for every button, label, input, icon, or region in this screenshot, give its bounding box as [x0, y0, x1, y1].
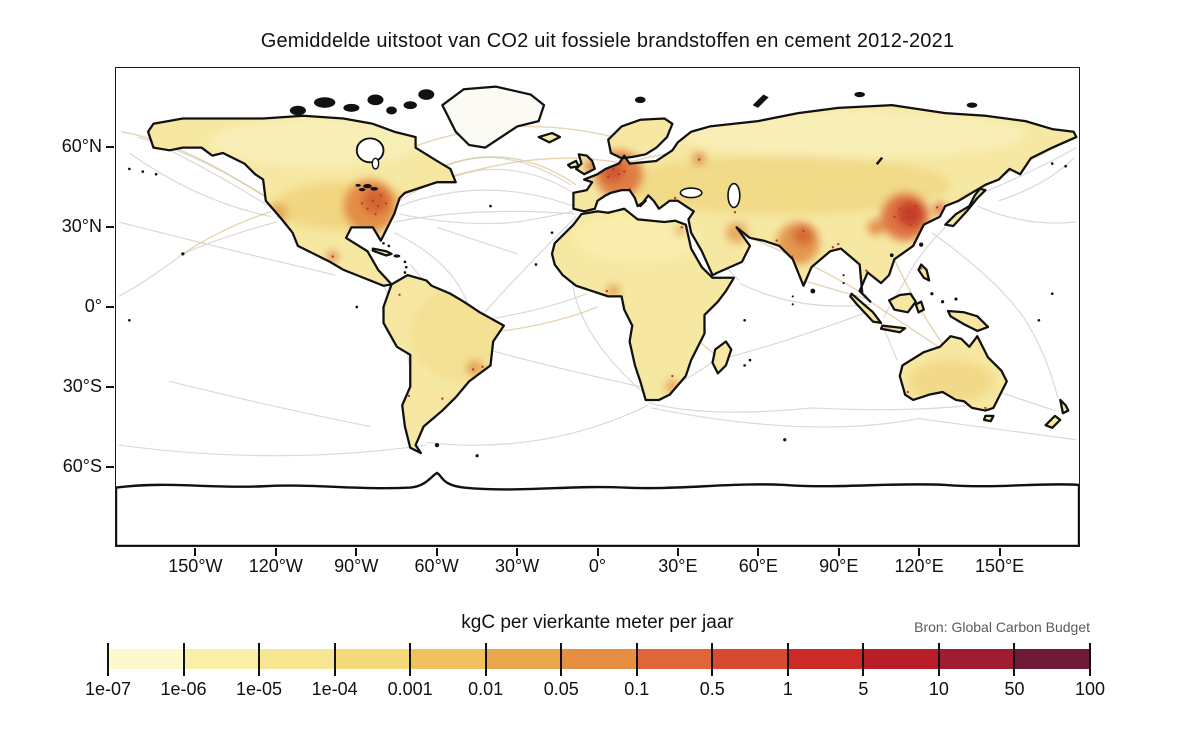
lon-tickmark: [998, 548, 1001, 556]
new-zealand-south: [1045, 415, 1061, 428]
colorbar-segment: [863, 649, 940, 669]
colorbar-segment: [787, 649, 864, 669]
colorbar-tick-label: 1e-06: [160, 679, 207, 699]
map-plot-area: [115, 67, 1080, 547]
colorbar-tickmark: [711, 643, 714, 676]
colorbar-tick-label: 1e-07: [84, 679, 132, 699]
lat-tick-label: 30°S: [62, 376, 102, 396]
lon-tickmark: [435, 548, 438, 556]
colorbar-segment: [183, 649, 260, 669]
lon-tickmark: [757, 548, 760, 556]
colorbar-segment: [1014, 649, 1091, 669]
colorbar-tickmark: [1013, 643, 1016, 676]
colorbar-tickmark: [409, 643, 412, 676]
colorbar-tickmark: [786, 643, 789, 676]
madagascar: [712, 341, 732, 374]
lon-tick-label: 60°W: [414, 556, 459, 576]
lon-tick-label: 120°E: [894, 556, 944, 576]
sumatra: [850, 293, 882, 323]
colorbar-tickmark: [107, 643, 109, 676]
emission-hotspots: [209, 110, 1026, 410]
colorbar-tickmark: [635, 643, 638, 676]
colorbar-tickmark: [937, 643, 940, 676]
lon-tickmark: [516, 548, 519, 556]
lakes-and-seas: [355, 137, 741, 209]
lon-tick-label: 120°W: [248, 556, 303, 576]
japan: [945, 188, 986, 227]
colorbar-tick-label: 1e-04: [311, 679, 358, 699]
colorbar-segment: [334, 649, 411, 669]
colorbar-segment: [410, 649, 487, 669]
lon-tickmark: [274, 548, 277, 556]
lon-tick-label: 60°E: [738, 556, 778, 576]
lon-tick-label: 90°E: [819, 556, 859, 576]
colorbar-tick-label: 0.05: [543, 679, 579, 699]
scandinavia: [608, 118, 673, 159]
colorbar-tick-label: 0.5: [699, 679, 725, 699]
colorbar-segment: [259, 649, 336, 669]
lat-tickmark: [106, 466, 114, 468]
lat-tickmark: [106, 306, 114, 308]
colorbar-segment: [561, 649, 638, 669]
colorbar-tickmark: [182, 643, 185, 676]
colorbar-tick-label: 0.1: [624, 679, 650, 699]
colorbar-tick-label: 1: [782, 679, 793, 699]
antarctica: [116, 471, 1079, 546]
new-guinea: [947, 310, 989, 331]
source-credit: Bron: Global Carbon Budget: [914, 619, 1090, 635]
lon-tick-label: 0°: [588, 556, 607, 576]
colorbar-unit-label: kgC per vierkante meter per jaar: [461, 612, 734, 633]
lon-tick-label: 30°W: [494, 556, 540, 576]
colorbar-tickmark: [1089, 643, 1091, 676]
colorbar-tickmark: [862, 643, 865, 676]
colorbar-segment: [108, 649, 185, 669]
lon-tick-label: 90°W: [334, 556, 379, 576]
borneo: [889, 293, 916, 313]
lon-tick-label: 150°E: [974, 556, 1025, 576]
lon-tickmark: [355, 548, 358, 556]
lon-tickmark: [596, 548, 599, 556]
colorbar-tick-label: 10: [928, 679, 949, 699]
lat-tick-label: 60°S: [62, 456, 102, 476]
lon-tickmark: [837, 548, 840, 556]
world-map: [116, 85, 1079, 546]
island-and-lake-marks: [128, 89, 1067, 458]
colorbar-tick-label: 50: [1004, 679, 1025, 699]
lat-tick-label: 60°N: [61, 136, 102, 156]
colorbar-tick-label: 0.001: [387, 679, 433, 699]
lat-tickmark: [106, 386, 114, 388]
lon-tick-label: 30°E: [658, 556, 698, 576]
lon-tickmark: [194, 548, 197, 556]
colorbar-tick-label: 0.01: [468, 679, 504, 699]
colorbar-segment: [712, 649, 789, 669]
colorbar-tick-label: 1e-05: [236, 679, 283, 699]
colorbar-tickmark: [484, 643, 487, 676]
colorbar-tickmark: [560, 643, 563, 676]
colorbar-tick-label: 5: [858, 679, 869, 699]
lat-tick-label: 0°: [84, 296, 102, 316]
colorbar-tickmark: [333, 643, 336, 676]
lon-tickmark: [676, 548, 679, 556]
lat-tickmark: [106, 226, 114, 228]
lon-tick-label: 150°W: [168, 556, 223, 576]
colorbar-segment: [636, 649, 713, 669]
colorbar-tickmark: [258, 643, 261, 676]
lat-tickmark: [106, 146, 114, 148]
colorbar-segment: [938, 649, 1015, 669]
colorbar-tick-label: 100: [1074, 679, 1106, 699]
lon-tickmark: [918, 548, 921, 556]
colorbar-segment: [485, 649, 562, 669]
lat-tick-label: 30°N: [61, 216, 102, 236]
figure-title: Gemiddelde uitstoot van CO2 uit fossiele…: [260, 30, 955, 52]
